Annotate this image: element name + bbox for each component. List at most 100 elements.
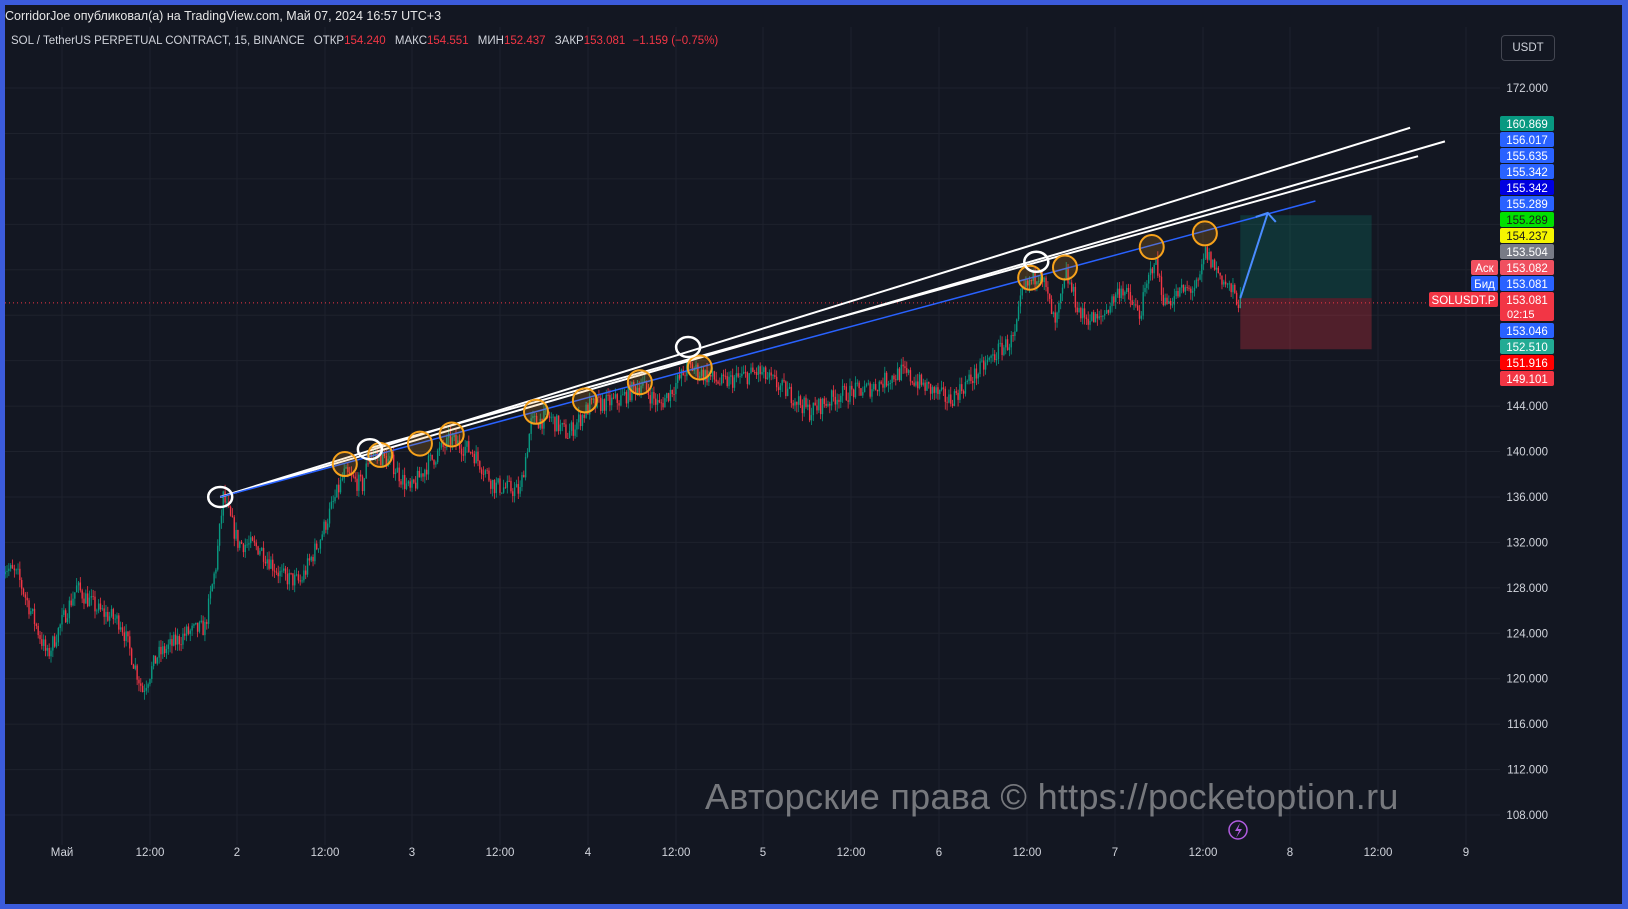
candle-body	[660, 402, 662, 404]
candle-body	[1226, 283, 1229, 285]
currency-button[interactable]: USDT	[1501, 35, 1555, 61]
price-label: 160.869	[1506, 119, 1548, 131]
candle-body	[827, 403, 829, 406]
candle-body	[193, 624, 195, 626]
candle-body	[594, 398, 596, 408]
candle-body	[277, 572, 279, 577]
lightning-icon-bolt	[1235, 823, 1242, 838]
candle-body	[876, 389, 879, 392]
candle-body	[305, 570, 307, 575]
candle-body	[1039, 276, 1042, 282]
candle-body	[1107, 310, 1110, 313]
candle-body	[86, 593, 89, 607]
candle-body	[506, 480, 508, 488]
candle-body	[77, 582, 80, 586]
candle-body	[977, 374, 979, 379]
candle-body	[986, 359, 989, 363]
candle-body	[116, 615, 118, 619]
candle-body	[1008, 347, 1011, 351]
candle-body	[1171, 304, 1174, 306]
x-tick-label: Май	[51, 847, 74, 859]
candle-body	[207, 598, 210, 624]
candle-body	[559, 424, 562, 432]
candle-body	[1202, 258, 1205, 265]
candle-body	[35, 624, 38, 626]
candle-body	[169, 639, 171, 645]
candle-body	[59, 624, 61, 629]
candle-body	[1091, 312, 1093, 321]
candle-body	[545, 410, 547, 412]
candle-body	[325, 521, 327, 530]
candle-body	[656, 400, 659, 405]
candle-body	[444, 446, 446, 448]
candle-body	[233, 517, 235, 539]
candle-body	[266, 559, 268, 564]
symbol-name[interactable]: SOL / TetherUS PERPETUAL CONTRACT, 15, B…	[11, 35, 305, 47]
y-tick-label: 108.000	[1506, 810, 1548, 822]
candle-body	[614, 394, 617, 398]
candle-body	[239, 541, 241, 548]
touch-circle-orange	[571, 387, 598, 414]
price-tag-bg	[1471, 260, 1498, 275]
candle-body	[1105, 310, 1108, 314]
candle-body	[834, 396, 837, 405]
candle-body	[167, 644, 169, 649]
candle-body	[973, 368, 976, 384]
candle-body	[1003, 347, 1005, 355]
price-tag: SOLUSDT.P	[1432, 295, 1496, 307]
candle-body	[275, 571, 278, 573]
candle-body	[435, 462, 437, 465]
candle-body	[1186, 287, 1188, 288]
candle-body	[1155, 258, 1157, 265]
candle-body	[579, 414, 582, 427]
candle-body	[702, 369, 705, 381]
x-tick-label: 12:00	[486, 847, 515, 859]
candle-body	[1193, 287, 1196, 291]
touch-circle-orange	[626, 369, 653, 396]
candle-body	[1239, 294, 1241, 309]
candle-body	[766, 377, 769, 380]
candle-body	[922, 382, 924, 385]
candle-body	[339, 479, 342, 493]
candle-body	[574, 429, 576, 436]
stop-loss-zone	[1240, 298, 1372, 350]
candle-body	[671, 389, 673, 395]
candle-body	[860, 388, 862, 396]
open-value: 154.240	[344, 35, 386, 47]
candle-body	[918, 374, 921, 389]
x-tick-label: 6	[936, 847, 942, 859]
candle-body	[667, 393, 670, 401]
candle-body	[940, 387, 943, 390]
price-chart[interactable]: 172.000 144.000 140.000 136.000 132.000 128.0…	[5, 5, 1622, 904]
candle-body	[222, 491, 224, 516]
candle-body	[1025, 280, 1027, 288]
candle-body	[803, 397, 805, 414]
candle-body	[561, 423, 563, 425]
candle-body	[154, 655, 157, 664]
candle-body	[689, 360, 692, 365]
candle-body	[290, 573, 292, 574]
candle-body	[816, 405, 818, 411]
price-label-bg	[1500, 355, 1554, 370]
candle-body	[264, 561, 267, 564]
candle-body	[1071, 282, 1073, 292]
candle-body	[286, 573, 289, 585]
lightning-icon[interactable]	[1228, 820, 1248, 840]
candle-body	[515, 484, 518, 488]
candle-body	[1060, 293, 1062, 304]
candle-body	[862, 392, 864, 396]
candle-body	[521, 475, 523, 487]
candle-body	[501, 492, 503, 494]
candle-body	[517, 484, 519, 494]
candle-body	[63, 610, 65, 615]
candle-body	[317, 548, 320, 550]
candle-body	[526, 452, 529, 457]
candle-body	[39, 635, 41, 640]
candle-body	[891, 375, 893, 383]
candle-body	[141, 685, 144, 692]
candle-body	[1080, 308, 1082, 319]
candle-body	[1217, 267, 1220, 273]
candle-body	[508, 480, 510, 482]
candle-body	[882, 383, 884, 388]
symbol-legend: SOL / TetherUS PERPETUAL CONTRACT, 15, B…	[11, 35, 718, 47]
